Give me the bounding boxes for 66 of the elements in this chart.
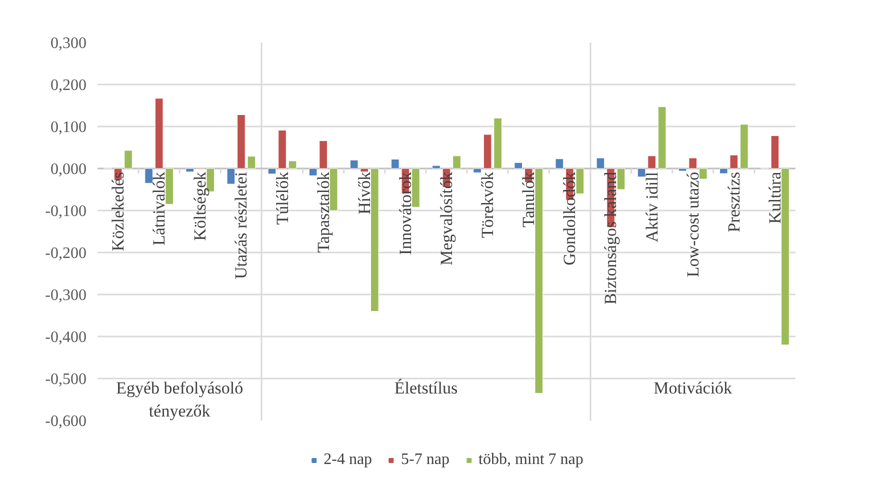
bar	[165, 168, 174, 204]
bar	[319, 140, 328, 169]
x-tick-label: Innovátorok	[396, 171, 415, 255]
y-tick-label: 0,100	[50, 119, 86, 136]
x-tick-label: Kultúra	[765, 171, 784, 224]
x-tick-label: Túlélők	[272, 171, 292, 225]
bar	[719, 168, 728, 174]
y-tick-label: -0,500	[45, 371, 86, 388]
y-tick-label: -0,400	[45, 329, 86, 346]
bar	[278, 130, 286, 169]
bar	[514, 162, 523, 169]
bar	[370, 168, 379, 312]
bar	[452, 156, 461, 169]
x-tick-label: Megvalósítók	[437, 171, 456, 266]
bar	[144, 168, 153, 184]
bar	[391, 159, 400, 169]
bar	[412, 168, 420, 208]
bar	[698, 168, 708, 180]
annotation: Egyéb befolyásoló tényezők	[116, 378, 244, 420]
x-tick-label: Presztízs	[724, 172, 744, 232]
x-tick-label: Látnivalók	[150, 171, 169, 246]
annotation: Motivációk	[654, 378, 733, 398]
x-tick-label: Törekvők	[478, 171, 498, 238]
y-tick-label: 0,300	[50, 35, 86, 52]
bar	[658, 106, 666, 169]
bar	[473, 168, 482, 173]
x-tick-label: Gondolkodók	[560, 171, 580, 266]
bar	[308, 168, 318, 176]
y-tick-label: 0,000	[50, 161, 86, 178]
x-tick-label: Hívők	[354, 171, 374, 214]
y-tick-label: -0,600	[45, 413, 86, 430]
bar	[350, 160, 358, 169]
legend-label: több, mint 7 nap	[478, 451, 584, 469]
x-tick-label: Low-cost utazó	[683, 172, 702, 278]
bar	[688, 158, 698, 169]
bar	[740, 124, 748, 169]
x-tick-label: Biztonságos kaland	[601, 171, 620, 305]
bar	[124, 150, 132, 169]
bar	[154, 98, 164, 169]
bar	[637, 168, 646, 178]
bar	[268, 168, 276, 174]
x-tick-label: Közlekedés	[108, 172, 128, 252]
bar	[288, 160, 297, 169]
y-tick-label: 0,200	[50, 77, 86, 94]
bar	[432, 165, 440, 169]
bar	[678, 168, 687, 172]
bar	[226, 168, 236, 184]
bar	[781, 168, 790, 346]
annotation: Életstílus	[394, 378, 458, 398]
legend-label: 2-4 nap	[324, 451, 372, 469]
bar	[555, 158, 564, 169]
x-tick-label: Költségek	[190, 171, 210, 241]
bar	[648, 156, 656, 169]
x-tick-label: Utazás részletei	[232, 172, 251, 279]
bar	[186, 168, 194, 172]
y-tick-label: -0,300	[45, 287, 86, 304]
y-tick-label: -0,200	[45, 245, 86, 262]
x-tick-label: Tanulók	[519, 171, 538, 228]
bar	[616, 168, 626, 190]
x-tick-label: Aktív idill	[642, 172, 662, 242]
bar	[730, 154, 738, 169]
bar	[596, 158, 605, 169]
y-tick-label: -0,100	[45, 203, 86, 220]
legend-label: 5-7 nap	[401, 451, 450, 469]
bar	[360, 168, 369, 172]
x-tick-label: Tapasztalók	[314, 171, 333, 253]
